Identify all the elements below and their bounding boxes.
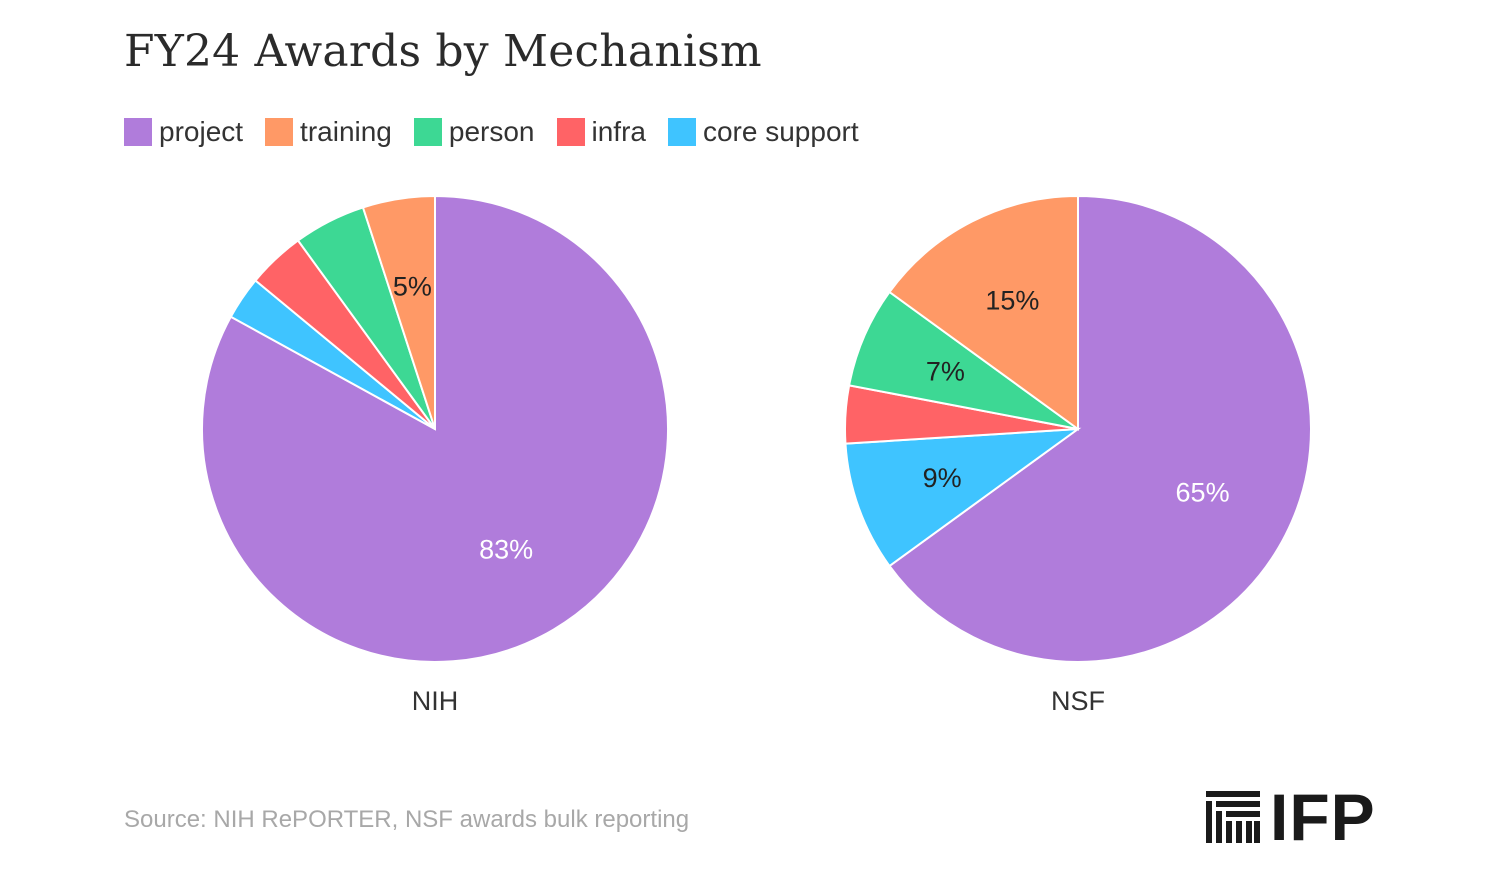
legend-swatch-core-support	[667, 118, 696, 146]
pie-label-nih-project: 83%	[479, 534, 533, 564]
pie-name-nsf: NSF	[1051, 686, 1105, 716]
legend-item-training: training	[265, 116, 392, 148]
pie-slice-nsf-core-support	[844, 427, 1082, 568]
legend: project training person infra core suppo…	[124, 116, 859, 148]
pie-nsf: 65% 9% 7% 15%	[844, 194, 1312, 663]
pie-label-nsf-person: 7%	[926, 357, 965, 387]
legend-label-infra: infra	[591, 116, 646, 147]
chart-title: FY24 Awards by Mechanism	[124, 26, 762, 77]
legend-label-training: training	[300, 116, 392, 147]
legend-swatch-person	[413, 118, 442, 146]
pie-label-nih-training: 5%	[393, 271, 432, 301]
legend-swatch-training	[265, 118, 294, 146]
pie-slice-nsf-person	[847, 290, 1079, 430]
pie-name-nih: NIH	[412, 686, 459, 716]
legend-label-project: project	[159, 116, 244, 147]
pie-slice-nsf-project	[888, 194, 1312, 663]
pie-label-nsf-core-support: 9%	[923, 463, 962, 493]
pie-nih: 83% 5%	[201, 194, 669, 663]
legend-label-person: person	[448, 116, 535, 147]
legend-label-core-support: core support	[702, 116, 859, 147]
legend-swatch-infra	[556, 118, 585, 146]
pie-label-nsf-training: 15%	[985, 285, 1039, 315]
legend-swatch-project	[124, 118, 152, 146]
legend-item-project: project	[124, 116, 243, 148]
pie-slice-nih-training	[361, 194, 436, 430]
pie-slice-nsf-training	[888, 194, 1079, 431]
ifp-logo-text: IFP	[1270, 780, 1376, 854]
legend-item-infra: infra	[556, 116, 646, 148]
source-note: Source: NIH RePORTER, NSF awards bulk re…	[124, 806, 690, 833]
ifp-logo: IFP	[1206, 784, 1376, 850]
legend-item-person: person	[413, 116, 535, 148]
ifp-columns-icon	[1206, 791, 1260, 843]
pie-label-nsf-project: 65%	[1176, 477, 1230, 507]
legend-item-core-support: core support	[667, 116, 859, 148]
